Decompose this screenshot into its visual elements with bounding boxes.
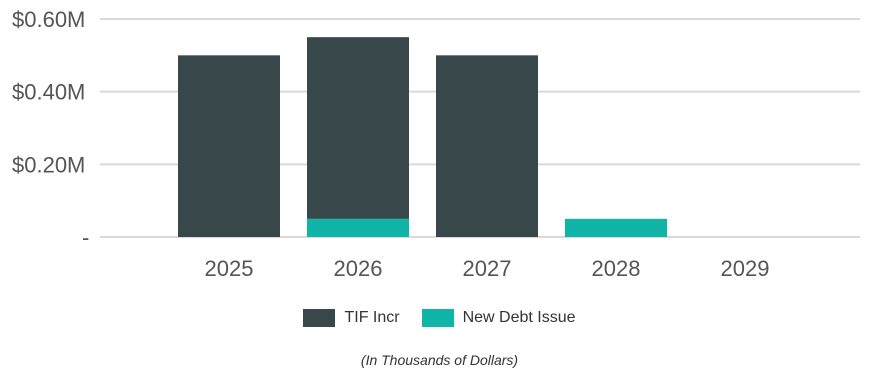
legend-swatch-tif-incr	[303, 309, 336, 327]
legend-swatch-new-debt-issue	[421, 309, 454, 327]
x-tick-label: 2025	[205, 256, 254, 281]
y-axis-tick-labels: - $0.20M $0.40M $0.60M	[12, 7, 89, 250]
bar-tif-incr-2026	[307, 37, 409, 219]
bar-new-debt-issue-2028	[565, 218, 667, 237]
x-tick-label: 2026	[334, 256, 383, 281]
legend-item-new-debt-issue: New Debt Issue	[421, 309, 576, 327]
bars	[178, 37, 667, 238]
legend: TIF Incr New Debt Issue	[0, 309, 879, 327]
x-axis-tick-labels: 2025 2026 2027 2028 2029	[205, 256, 770, 281]
legend-label-tif-incr: TIF Incr	[344, 309, 400, 326]
y-tick-label: $0.40M	[12, 80, 85, 105]
bar-new-debt-issue-2026	[307, 218, 409, 237]
y-tick-label: $0.20M	[12, 152, 85, 177]
legend-item-tif-incr: TIF Incr	[303, 309, 400, 327]
bar-tif-incr-2027	[436, 55, 538, 238]
y-tick-label: -	[82, 225, 89, 250]
x-tick-label: 2028	[592, 256, 641, 281]
x-tick-label: 2027	[463, 256, 512, 281]
y-tick-label: $0.60M	[12, 7, 85, 32]
units-note: (In Thousands of Dollars)	[360, 352, 519, 368]
bar-chart: - $0.20M $0.40M $0.60M 2025 2026 2027 2028 2029	[12, 7, 860, 281]
x-tick-label: 2029	[721, 256, 770, 281]
bar-tif-incr-2025	[178, 55, 280, 238]
legend-label-new-debt-issue: New Debt Issue	[462, 309, 576, 326]
